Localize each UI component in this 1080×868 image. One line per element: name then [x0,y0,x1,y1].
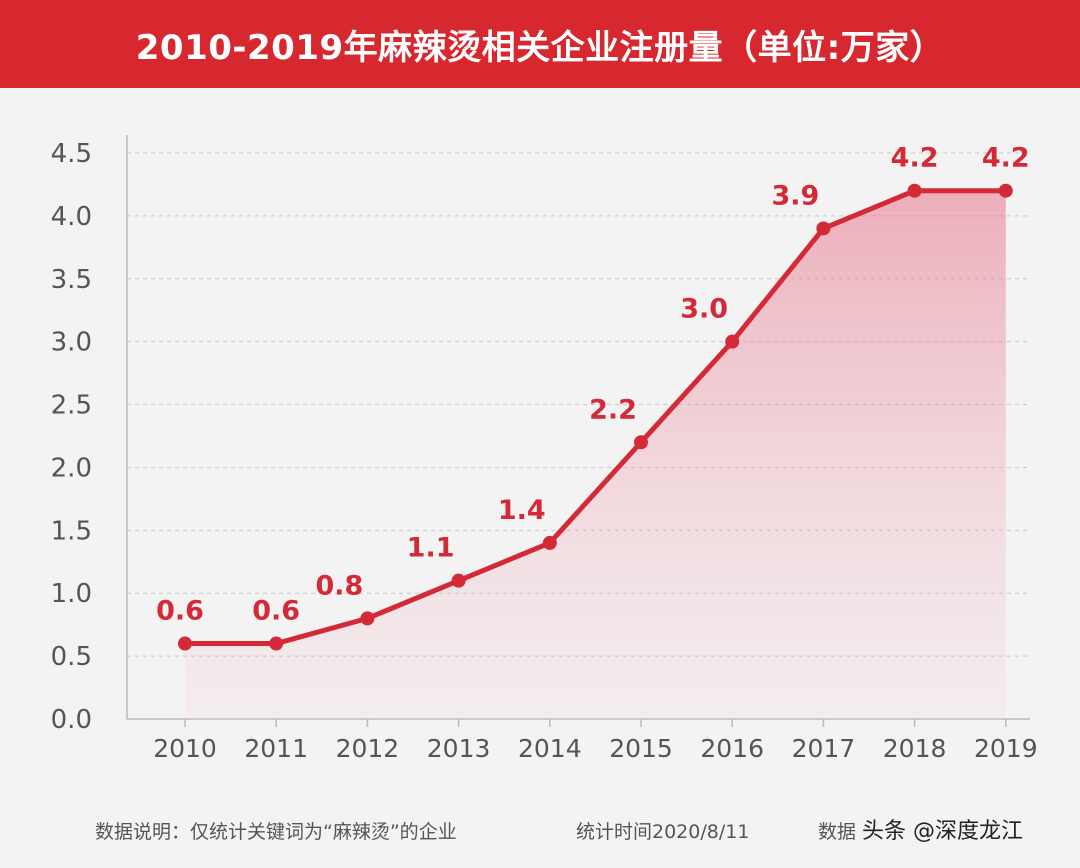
data-label: 0.8 [315,570,363,601]
data-label: 4.2 [891,143,939,174]
data-point [178,636,192,651]
y-tick-label: 3.0 [51,328,92,358]
y-tick-label: 4.0 [51,202,92,232]
x-tick-label: 2013 [427,734,491,763]
data-label: 0.6 [252,596,300,627]
x-tick-label: 2015 [609,734,673,763]
data-label: 2.2 [589,394,637,425]
watermark: 头条 @深度龙江 [862,819,1023,844]
series-line [185,188,1006,647]
data-point [725,334,740,349]
title-bar: 2010-2019年麻辣烫相关企业注册量（单位:万家） [0,0,1080,88]
y-tick-label: 4.5 [51,139,92,169]
y-tick-label: 3.5 [51,265,92,295]
x-tick-label: 2011 [244,734,308,763]
x-tick-label: 2016 [700,734,764,763]
data-label: 4.2 [982,143,1030,174]
data-label: 0.6 [156,596,204,627]
data-point [451,573,466,588]
y-tick-label: 2.0 [51,453,92,483]
x-tick-label: 2010 [153,734,217,763]
data-point [816,221,831,236]
data-point [269,636,284,651]
data-label: 3.0 [680,294,728,325]
data-label: 1.1 [407,533,455,564]
x-tick-label: 2019 [974,734,1038,763]
data-point [907,183,922,198]
x-tick-label: 2014 [518,734,582,763]
stat-time: 统计时间2020/8/11 [576,821,750,843]
y-tick-label: 0.0 [51,705,92,735]
data-point [360,611,375,626]
data-point [542,535,557,550]
data-label: 1.4 [498,495,546,526]
data-label: 3.9 [771,180,819,211]
data-point [634,435,648,450]
data-note: 数据说明：仅统计关键词为“麻辣烫”的企业 [95,821,457,843]
y-tick-label: 1.5 [51,516,92,546]
data-point [998,183,1013,198]
y-tick-label: 2.5 [51,391,92,421]
source-partial: 数据 [818,821,857,843]
x-tick-label: 2012 [336,734,400,763]
x-tick-label: 2018 [883,734,947,763]
y-tick-label: 1.0 [51,579,92,609]
y-tick-label: 0.5 [51,642,92,672]
chart-title: 2010-2019年麻辣烫相关企业注册量（单位:万家） [135,27,945,68]
x-tick-label: 2017 [792,734,856,763]
area-fill [185,190,1006,719]
